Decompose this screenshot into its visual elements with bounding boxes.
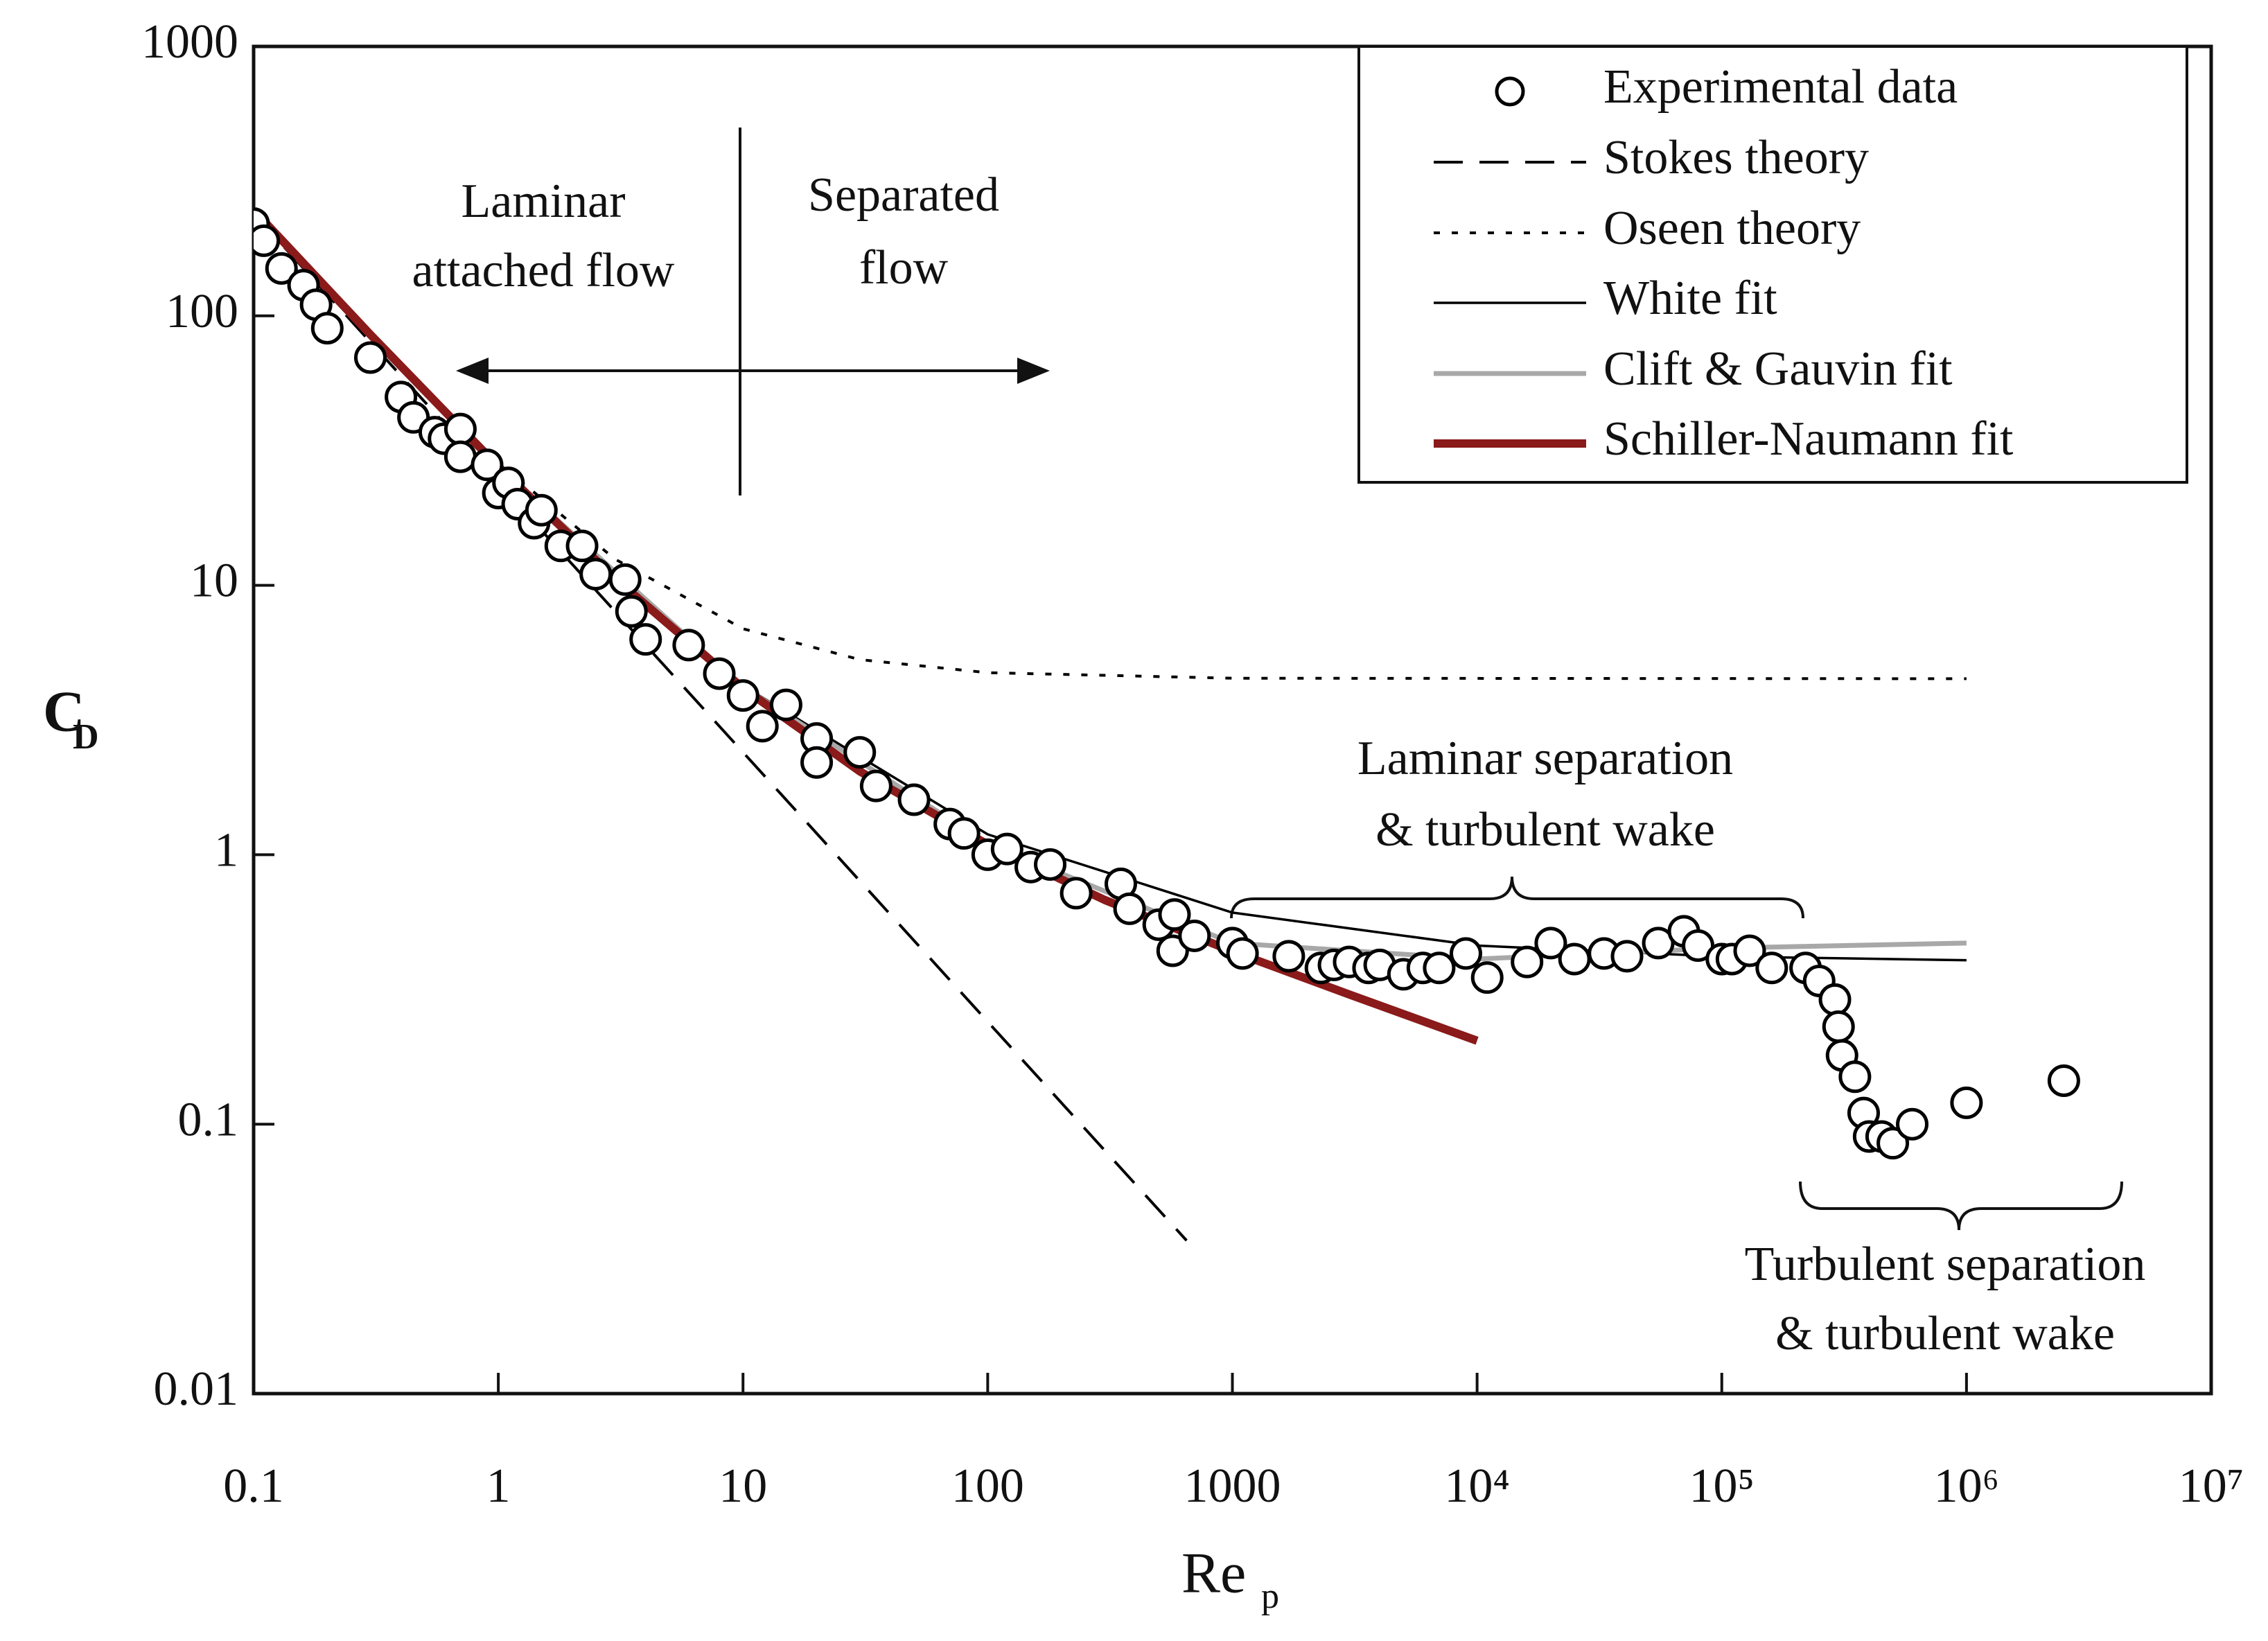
data-point (353, 341, 387, 374)
data-point (1034, 848, 1067, 881)
x-tick-label: 10⁴ (1444, 1459, 1509, 1513)
data-point (1449, 937, 1482, 970)
data-point (615, 595, 648, 628)
y-axis-label-sub: D (73, 717, 99, 757)
data-point (443, 440, 477, 473)
annotation: Laminar (461, 175, 625, 228)
data-point (990, 832, 1023, 866)
x-tick-label: 10⁶ (1934, 1459, 1999, 1513)
data-point (1470, 961, 1504, 994)
legend-label: Stokes theory (1603, 131, 1869, 184)
data-point (1158, 898, 1191, 931)
data-point (579, 558, 613, 591)
x-tick-label: 10 (719, 1459, 767, 1513)
legend-marker (1495, 76, 1525, 107)
data-point (1896, 1107, 1929, 1141)
data-point (443, 412, 477, 446)
annotation: & turbulent wake (1375, 803, 1715, 857)
data-point (1272, 940, 1306, 973)
data-point (1060, 877, 1093, 910)
x-tick-label: 10⁷ (2179, 1459, 2244, 1513)
plot-area (254, 207, 2080, 1242)
data-point (265, 252, 298, 285)
y-tick-label: 0.1 (178, 1093, 239, 1146)
y-tick-label: 100 (166, 285, 238, 338)
data-point (1511, 945, 1544, 979)
y-tick-label: 0.01 (154, 1362, 239, 1416)
data-point (1755, 951, 1788, 985)
data-point (800, 746, 834, 779)
data-point (1558, 942, 1591, 976)
data-point (726, 679, 759, 712)
x-tick-label: 0.1 (223, 1459, 284, 1513)
y-tick-label: 1 (214, 823, 238, 877)
data-point (254, 224, 281, 257)
data-point (1818, 983, 1852, 1016)
data-point (1822, 1010, 1855, 1044)
data-point (525, 493, 558, 527)
arrow-head (456, 358, 489, 384)
data-point (769, 688, 802, 721)
data-point (1113, 892, 1146, 925)
annotation: attached flow (412, 244, 675, 297)
data-point (2047, 1064, 2080, 1097)
legend-label: Experimental data (1603, 60, 1958, 114)
data-point (1156, 934, 1189, 967)
data-point (1838, 1060, 1872, 1094)
data-point (565, 529, 599, 563)
legend-box (1357, 45, 2188, 484)
data-point (608, 563, 642, 596)
data-point (629, 623, 662, 656)
y-tick-label: 1000 (141, 15, 238, 69)
data-point (859, 769, 893, 802)
x-axis-label: Re (1181, 1541, 1246, 1605)
annotation: Turbulent separation (1745, 1238, 2146, 1291)
annotation: & turbulent wake (1775, 1307, 2115, 1360)
data-point (1876, 1127, 1910, 1160)
legend-label: Clift & Gauvin fit (1603, 342, 1953, 396)
y-axis-label: C (43, 679, 85, 744)
x-tick-label: 100 (951, 1459, 1024, 1513)
brace (1230, 876, 1804, 919)
series-line (254, 212, 1188, 1242)
data-point (1682, 929, 1715, 963)
data-point (947, 817, 981, 850)
x-tick-label: 1000 (1184, 1459, 1281, 1513)
legend-label: Oseen theory (1603, 202, 1861, 255)
x-tick-label: 10⁵ (1689, 1459, 1755, 1513)
series-line (254, 210, 1967, 681)
data-point (1610, 940, 1644, 973)
x-axis-label-sub: p (1261, 1577, 1279, 1616)
data-point (672, 629, 705, 662)
data-point (703, 657, 736, 690)
data-point (1733, 934, 1766, 967)
data-point (1178, 919, 1211, 952)
legend-label: White fit (1603, 272, 1777, 325)
x-tick-label: 1 (486, 1459, 511, 1513)
data-point (1423, 951, 1456, 985)
annotation: Laminar separation (1357, 732, 1733, 785)
annotation: Separated (808, 168, 999, 222)
legend-label: Schiller-Naumann fit (1603, 412, 2014, 466)
data-point (310, 312, 344, 345)
data-point (897, 783, 931, 816)
series-line (254, 207, 1479, 1045)
arrow-head (1017, 358, 1050, 384)
data-point (843, 736, 877, 769)
annotation: flow (859, 241, 949, 295)
data-point (1950, 1086, 1983, 1119)
data-point (746, 710, 779, 743)
brace (1799, 1181, 2123, 1231)
data-point (471, 448, 504, 482)
data-point (1534, 927, 1567, 960)
y-tick-label: 10 (190, 554, 238, 608)
data-point (1226, 937, 1259, 970)
